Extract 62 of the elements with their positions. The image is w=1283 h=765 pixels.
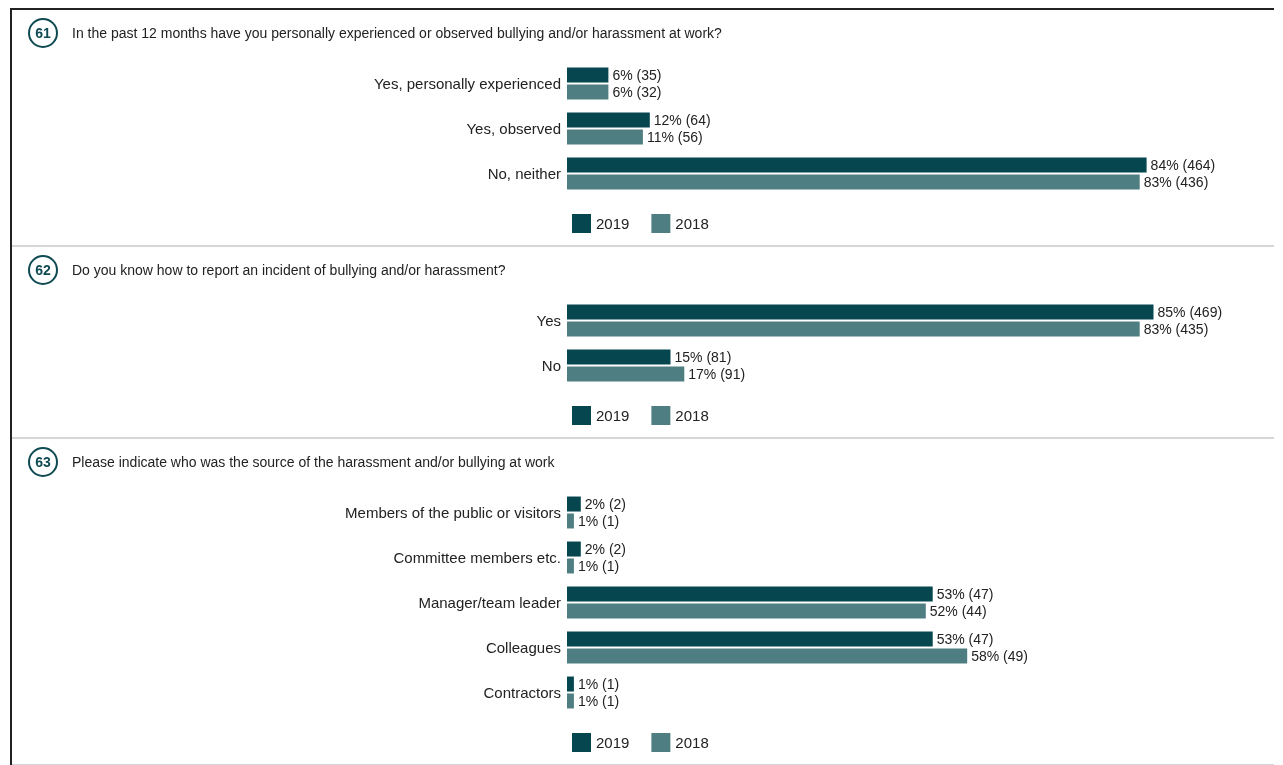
bar: [567, 129, 643, 145]
y-tick-label: Contractors: [483, 684, 561, 701]
bar: [567, 648, 968, 664]
text: Do you know how to report an incident of bullying and/or harassment?: [72, 262, 506, 278]
bar: [567, 676, 574, 692]
legend-label: 2018: [675, 734, 709, 751]
data-label: 83% (436): [1143, 173, 1209, 190]
y-tick-label: Members of the public or visitors: [345, 504, 561, 521]
legend-label: 2019: [596, 407, 630, 424]
bar: [567, 366, 685, 382]
data-label: 2% (2): [584, 541, 627, 558]
bar: [567, 631, 933, 647]
data-label: 17% (91): [688, 365, 746, 382]
bar: [567, 603, 926, 619]
data-label: 83% (435): [1143, 320, 1209, 337]
data-label: 1% (1): [577, 692, 620, 709]
text: In the past 12 months have you personally experienced or observed bullying and/or harassment at work?: [72, 25, 722, 41]
data-label: 2% (2): [584, 496, 627, 513]
bar: [567, 67, 609, 83]
data-label: 1% (1): [577, 512, 620, 529]
bar: [567, 693, 574, 709]
data-label: 12% (64): [653, 112, 711, 129]
circle-badge: 63: [28, 447, 58, 477]
data-label: 85% (469): [1157, 304, 1223, 321]
y-tick-label: Committee members etc.: [393, 549, 561, 566]
bar: [567, 586, 933, 602]
bar: [567, 541, 581, 557]
circle-badge: 61: [28, 18, 58, 48]
bar: [567, 349, 671, 365]
data-label: 53% (47): [936, 586, 994, 603]
data-label: 6% (32): [612, 83, 662, 100]
legend-label: 2019: [596, 734, 630, 751]
bar: [567, 84, 609, 100]
bar: [567, 321, 1140, 337]
legend-label: 2018: [675, 215, 709, 232]
data-label: 1% (1): [577, 676, 620, 693]
bar: [567, 304, 1154, 320]
bar: [567, 174, 1140, 190]
y-tick-label: No, neither: [487, 165, 561, 182]
data-label: 84% (464): [1150, 157, 1216, 174]
y-tick-label: Yes, personally experienced: [373, 75, 561, 92]
data-label: 1% (1): [577, 557, 620, 574]
data-label: 52% (44): [929, 602, 987, 619]
y-tick-label: Manager/team leader: [418, 594, 561, 611]
y-tick-label: Colleagues: [485, 639, 561, 656]
legend-label: 2019: [596, 215, 630, 232]
bar: [567, 496, 581, 512]
bar: [567, 513, 574, 529]
text: Please indicate who was the source of the harassment and/or bullying at work: [72, 454, 555, 470]
data-label: 15% (81): [674, 349, 732, 366]
circle-badge: 62: [28, 255, 58, 285]
data-label: 11% (56): [646, 128, 703, 145]
bar: [567, 112, 650, 128]
y-tick-label: Yes, observed: [466, 120, 561, 137]
y-tick-label: No: [541, 357, 561, 374]
bar: [567, 558, 574, 574]
data-label: 6% (35): [612, 67, 662, 84]
data-label: 58% (49): [971, 647, 1029, 664]
bar: [567, 157, 1147, 173]
data-label: 53% (47): [936, 631, 994, 648]
y-tick-label: Yes: [536, 312, 561, 329]
legend-label: 2018: [675, 407, 709, 424]
